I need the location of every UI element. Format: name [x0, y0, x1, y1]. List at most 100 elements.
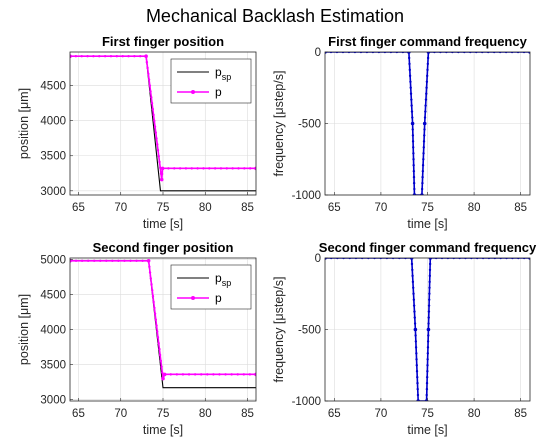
data-point: [426, 370, 429, 373]
data-point: [426, 327, 431, 332]
data-point: [86, 55, 89, 58]
x-tick-label: 70: [375, 408, 388, 420]
x-tick-label: 70: [114, 202, 127, 214]
data-point: [224, 373, 227, 376]
x-tick-label: 85: [514, 408, 527, 420]
data-point: [212, 373, 215, 376]
data-point: [156, 336, 160, 339]
data-point: [103, 55, 107, 58]
y-axis-label: frequency [μstep/s]: [272, 71, 286, 177]
data-point: [225, 167, 229, 170]
data-point: [248, 167, 252, 170]
data-point: [178, 167, 182, 170]
x-axis-label: time [s]: [407, 217, 447, 231]
data-point: [139, 55, 142, 58]
legend-label: p: [215, 85, 222, 99]
data-point: [426, 68, 429, 72]
data-point: [151, 107, 154, 111]
data-point: [155, 137, 158, 140]
data-point: [155, 324, 158, 327]
data-point: [161, 376, 165, 381]
y-tick-label: 4500: [40, 289, 66, 301]
data-point: [412, 181, 416, 185]
legend-label: psp: [215, 65, 231, 82]
y-tick-label: 3500: [40, 360, 66, 372]
data-point: [411, 280, 415, 284]
data-point: [325, 258, 327, 260]
data-point: [416, 375, 419, 379]
x-tick-label: 70: [114, 408, 127, 420]
data-point: [408, 74, 412, 78]
x-tick-label: 65: [328, 408, 341, 420]
data-point: [409, 80, 412, 83]
data-point: [416, 399, 420, 401]
x-tick-label: 70: [375, 202, 388, 214]
data-point: [169, 373, 172, 376]
x-tick-label: 65: [72, 408, 85, 420]
data-point: [152, 300, 155, 304]
data-point: [423, 128, 426, 131]
data-point: [70, 259, 72, 263]
data-point: [74, 55, 78, 58]
data-point: [411, 140, 415, 143]
data-point: [181, 373, 185, 376]
data-point: [425, 92, 428, 95]
data-point: [412, 286, 415, 289]
data-point: [153, 306, 156, 310]
data-point: [410, 262, 414, 266]
data-point: [416, 381, 419, 385]
subplot-title: First finger position: [102, 34, 224, 49]
data-point: [409, 86, 412, 89]
data-point: [243, 167, 246, 170]
data-point: [421, 181, 424, 185]
data-point: [411, 116, 414, 119]
data-point: [415, 352, 418, 355]
data-point: [426, 346, 430, 349]
data-point: [156, 143, 159, 146]
data-point: [421, 169, 425, 173]
data-point: [145, 60, 149, 64]
data-point: [408, 62, 411, 66]
data-point: [422, 152, 425, 155]
y-tick-label: 0: [315, 47, 321, 59]
data-point: [413, 187, 416, 191]
y-tick-label: 4000: [40, 116, 66, 128]
data-point: [421, 164, 425, 167]
data-point: [420, 187, 424, 191]
x-tick-label: 80: [468, 408, 481, 420]
data-point: [248, 373, 252, 376]
data-point: [162, 372, 167, 377]
data-point: [99, 259, 102, 263]
data-point: [416, 387, 419, 391]
data-point: [159, 177, 164, 182]
data-point: [70, 54, 72, 59]
data-point: [424, 110, 427, 113]
data-point: [412, 158, 415, 161]
series-markers: [70, 259, 256, 381]
data-point: [423, 116, 427, 119]
data-point: [218, 373, 221, 376]
x-tick-label: 75: [421, 202, 434, 214]
data-point: [428, 292, 431, 295]
y-axis-label: frequency [μstep/s]: [272, 277, 286, 383]
data-point: [412, 169, 416, 173]
data-point: [422, 146, 425, 149]
data-point: [412, 292, 415, 295]
data-point: [206, 373, 209, 376]
series-group: [70, 54, 256, 192]
y-tick-label: 3500: [40, 151, 66, 163]
data-point: [156, 149, 160, 152]
data-point: [150, 283, 153, 286]
data-point: [424, 104, 427, 107]
data-point: [410, 121, 415, 126]
x-tick-label: 75: [157, 202, 170, 214]
data-point: [424, 98, 428, 101]
data-point: [422, 140, 426, 143]
data-point: [159, 359, 163, 363]
data-point: [426, 56, 430, 60]
x-tick-label: 65: [72, 202, 85, 214]
data-point: [425, 74, 429, 78]
data-point: [427, 322, 430, 325]
data-point: [150, 96, 153, 99]
subplot-1: 65 70 75 80 85 3000 3500 4000 4500 First finger p…: [17, 34, 257, 231]
